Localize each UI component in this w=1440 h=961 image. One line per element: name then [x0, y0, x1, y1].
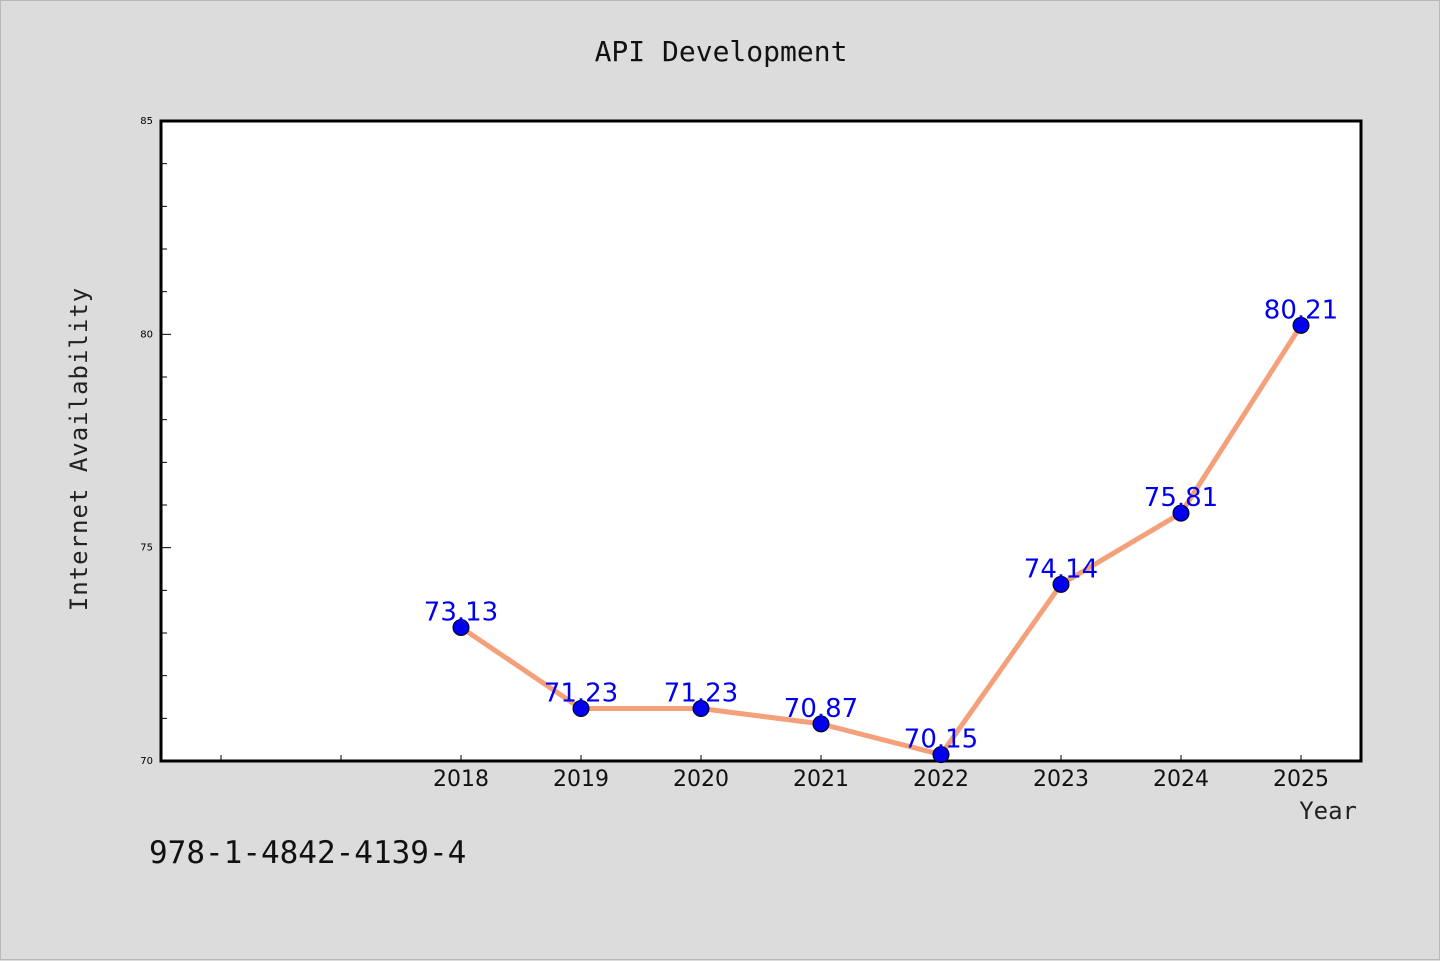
data-label: 73.13 — [424, 597, 498, 627]
x-tick-label: 2024 — [1153, 767, 1209, 792]
plot-area — [159, 119, 1363, 763]
y-tick-label: 75 — [140, 543, 153, 554]
data-label: 80.21 — [1264, 295, 1338, 325]
y-tick-label: 85 — [140, 116, 153, 127]
data-point — [1052, 575, 1070, 593]
data-point — [812, 715, 830, 733]
data-label: 70.87 — [784, 694, 858, 724]
x-tick-label: 2023 — [1033, 767, 1089, 792]
data-point — [1172, 504, 1190, 522]
x-tick-label: 2018 — [433, 767, 489, 792]
x-tick-label: 2025 — [1273, 767, 1329, 792]
data-label: 71.23 — [544, 679, 618, 709]
data-label: 71.23 — [664, 679, 738, 709]
x-axis-label: Year — [1299, 797, 1357, 825]
x-tick-label: 2020 — [673, 767, 729, 792]
y-tick-label: 70 — [140, 756, 153, 767]
data-label: 75.81 — [1144, 483, 1218, 513]
data-label: 74.14 — [1024, 554, 1098, 584]
data-point — [1292, 316, 1310, 334]
chart-title: API Development — [594, 35, 848, 68]
data-point — [572, 700, 590, 718]
x-tick-label: 2022 — [913, 767, 969, 792]
x-tick-label: 2021 — [793, 767, 849, 792]
y-tick-label: 80 — [140, 329, 153, 340]
series-line — [458, 322, 1304, 758]
data-point — [692, 700, 710, 718]
isbn-annotation: 978-1-4842-4139-4 — [149, 835, 467, 871]
data-label: 70.15 — [904, 725, 978, 755]
x-tick-label: 2019 — [553, 767, 609, 792]
data-point — [452, 618, 470, 636]
data-point — [932, 746, 950, 764]
